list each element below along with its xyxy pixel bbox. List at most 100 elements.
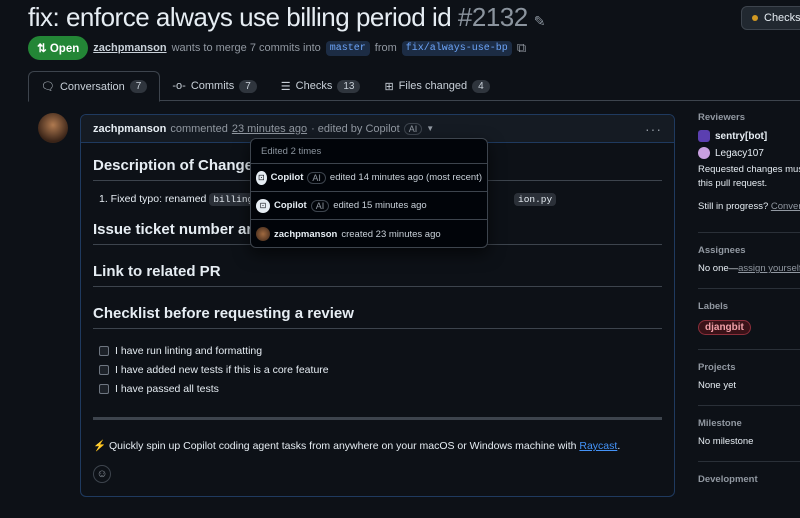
- edit-user: Copilot: [270, 172, 304, 183]
- status-text: Open: [49, 43, 80, 55]
- tab-conversation[interactable]: 🗨 Conversation 7: [28, 71, 161, 102]
- code-snippet: billing: [209, 193, 258, 206]
- add-reaction-smiley-icon[interactable]: ☺: [93, 465, 111, 483]
- pr-meta: ⇅ Open zachpmanson wants to merge 7 comm…: [28, 36, 526, 60]
- sidebar: Reviewers sentry[bot] Legacy107 Requeste…: [698, 112, 800, 492]
- comment-action: commented: [170, 122, 228, 135]
- pull-request-icon: ⇅: [37, 43, 50, 55]
- milestone-value: No milestone: [698, 436, 754, 447]
- file-diff-icon: ⊞: [384, 80, 394, 93]
- projects-value: None yet: [698, 380, 737, 391]
- comment-author[interactable]: zachpmanson: [93, 122, 167, 135]
- labels-heading[interactable]: Labels: [698, 301, 729, 312]
- raycast-link[interactable]: Raycast: [579, 440, 618, 452]
- tab-commits[interactable]: -o- Commits 7: [160, 71, 268, 101]
- chevron-down-icon[interactable]: ▼: [426, 124, 435, 133]
- checkbox-label: I have run linting and formatting: [115, 344, 263, 357]
- pr-title-text: fix: enforce always use billing period i…: [28, 2, 452, 32]
- checklist-item[interactable]: I have passed all tests: [99, 379, 662, 398]
- avatar[interactable]: [38, 113, 68, 143]
- checklist-icon: ☰: [280, 80, 291, 93]
- milestone-heading[interactable]: Milestone: [698, 418, 742, 429]
- tab-count: 4: [472, 79, 490, 93]
- tab-count: 13: [337, 79, 361, 93]
- edit-history-item[interactable]: zachpmanson created 23 minutes ago: [251, 220, 487, 248]
- label-badge[interactable]: djangbit: [698, 320, 751, 335]
- edit-history-item[interactable]: ⊡ Copilot AI edited 15 minutes ago: [251, 192, 487, 220]
- copilot-icon: ⊡: [256, 170, 267, 185]
- milestone-section: Milestone No milestone: [698, 418, 800, 462]
- assignees-heading[interactable]: Assignees: [698, 245, 746, 256]
- edited-by[interactable]: · edited by Copilot: [311, 122, 400, 135]
- checklist-item[interactable]: I have run linting and formatting: [99, 341, 662, 360]
- comment-time[interactable]: 23 minutes ago: [231, 122, 308, 135]
- edit-text: edited 14 minutes ago (most recent): [329, 172, 482, 183]
- assign-yourself-link[interactable]: assign yourself: [738, 263, 800, 274]
- sentry-icon: [698, 130, 710, 142]
- raycast-promo: ⚡ Quickly spin up Copilot coding agent t…: [93, 439, 662, 452]
- tab-label: Files changed: [398, 80, 468, 92]
- checklist-item[interactable]: I have added new tests if this is a core…: [99, 360, 662, 379]
- status-badge: ⇅ Open: [28, 36, 89, 60]
- development-heading[interactable]: Development: [698, 474, 758, 485]
- pr-tabs: 🗨 Conversation 7 -o- Commits 7 ☰ Checks 13 ⊞ Fi…: [28, 71, 800, 102]
- list-text: 1. Fixed typo: renamed: [99, 193, 207, 205]
- labels-section: Labels djangbit: [698, 301, 800, 350]
- from-text: from: [374, 42, 397, 54]
- promo-suffix: .: [617, 440, 621, 452]
- tab-checks[interactable]: ☰ Checks 13: [269, 71, 373, 101]
- conversation-icon: 🗨: [41, 81, 55, 93]
- popover-header: Edited 2 times: [251, 139, 487, 164]
- requested-changes-note: Requested changes mus: [698, 164, 800, 175]
- author-link[interactable]: zachpmanson: [93, 42, 167, 54]
- tab-label: Commits: [190, 80, 235, 92]
- reviewers-heading[interactable]: Reviewers: [698, 112, 746, 123]
- edit-text: edited 15 minutes ago: [333, 200, 427, 211]
- copilot-icon: ⊡: [256, 198, 270, 213]
- checks-label: Checks: [764, 12, 800, 24]
- ai-badge: AI: [403, 122, 423, 135]
- tab-files-changed[interactable]: ⊞ Files changed 4: [372, 71, 501, 101]
- in-progress: Still in progress? Convert to draft: [698, 201, 800, 212]
- reviewer[interactable]: sentry[bot]: [698, 130, 800, 142]
- no-assignee: No one—: [698, 263, 739, 274]
- checks-status-button[interactable]: Checks: [741, 6, 800, 30]
- edit-text: created 23 minutes ago: [341, 228, 441, 240]
- checkbox-label: I have passed all tests: [115, 382, 219, 395]
- checkbox[interactable]: [99, 364, 109, 375]
- list-item: 1. Fixed typo: renamed billing ion.py: [99, 193, 662, 206]
- heading-link: Link to related PR: [93, 263, 662, 287]
- tab-label: Checks: [295, 80, 333, 92]
- ai-badge: AI: [310, 199, 330, 212]
- edit-pencil-icon[interactable]: ✎: [533, 13, 546, 29]
- edit-history-item[interactable]: ⊡ Copilot AI edited 14 minutes ago (most re…: [251, 164, 487, 192]
- avatar: [698, 147, 710, 159]
- base-branch[interactable]: master: [325, 40, 370, 56]
- divider: [93, 417, 662, 420]
- tab-label: Conversation: [59, 80, 125, 93]
- merge-text: wants to merge 7 commits into: [171, 42, 321, 54]
- checkbox[interactable]: [99, 345, 109, 356]
- reviewers-section: Reviewers sentry[bot] Legacy107 Requeste…: [698, 112, 800, 233]
- edit-user: zachpmanson: [274, 228, 338, 240]
- pr-number: #2132: [457, 2, 528, 32]
- kebab-menu-icon[interactable]: ···: [645, 120, 662, 137]
- checkbox[interactable]: [99, 383, 109, 394]
- pending-dot-icon: [752, 15, 758, 22]
- requested-changes-note-2: this pull request.: [698, 178, 768, 189]
- assignees-section: Assignees No one—assign yourself: [698, 245, 800, 289]
- edit-history-popover: Edited 2 times ⊡ Copilot AI edited 14 minut…: [250, 138, 488, 248]
- checkbox-label: I have added new tests if this is a core…: [115, 363, 329, 376]
- avatar: [256, 227, 270, 241]
- code-snippet: ion.py: [514, 193, 557, 206]
- projects-heading[interactable]: Projects: [698, 362, 736, 373]
- reviewer-name: sentry[bot]: [715, 130, 768, 142]
- copy-icon[interactable]: ⧉: [516, 40, 527, 55]
- promo-text: ⚡ Quickly spin up Copilot coding agent t…: [93, 440, 577, 452]
- tab-count: 7: [239, 79, 257, 93]
- pr-title: fix: enforce always use billing period i…: [28, 2, 545, 33]
- head-branch[interactable]: fix/always-use-bp: [401, 40, 512, 56]
- convert-to-draft-link[interactable]: Convert to draft: [770, 201, 800, 212]
- reviewer-name: Legacy107: [715, 147, 764, 159]
- reviewer[interactable]: Legacy107: [698, 147, 800, 159]
